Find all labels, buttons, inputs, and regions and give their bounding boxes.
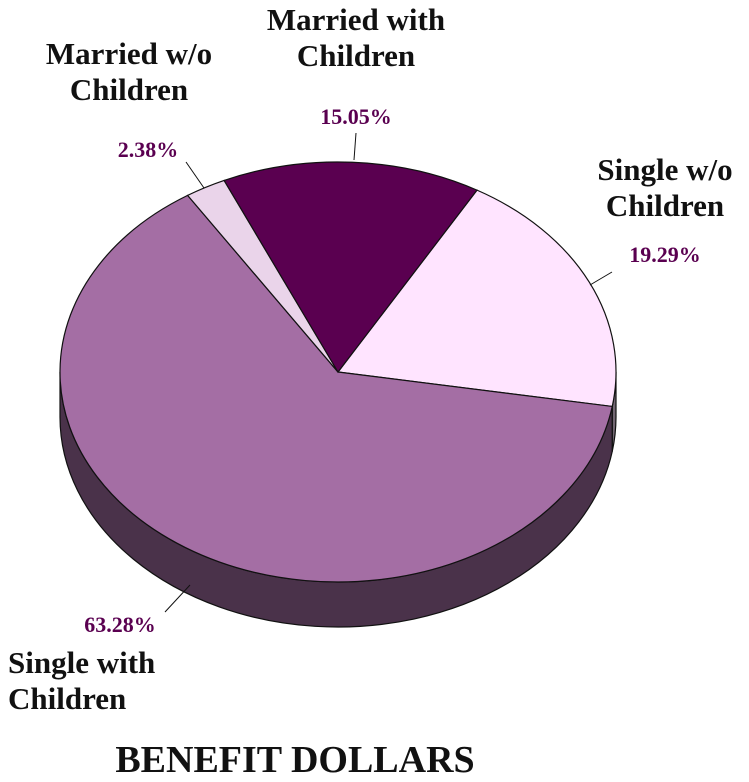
leader-line <box>164 584 191 613</box>
pie-slice <box>223 161 478 374</box>
leader-line <box>185 161 205 189</box>
leader-line <box>353 132 357 161</box>
category-label: Single w/o Children <box>597 152 733 223</box>
chart-title: BENEFIT DOLLARS <box>115 739 475 781</box>
value-label: 2.38% <box>118 137 179 162</box>
value-label: 63.28% <box>84 612 156 637</box>
category-label: Married w/o Children <box>45 36 213 107</box>
value-label: 19.29% <box>629 242 701 267</box>
pie-slice <box>336 189 617 408</box>
category-label: Married with Children <box>266 2 446 73</box>
value-label: 15.05% <box>320 104 392 129</box>
leader-line <box>589 271 613 286</box>
pie <box>59 161 617 628</box>
pie-slice <box>59 194 613 583</box>
category-label: Single with Children <box>8 645 156 716</box>
